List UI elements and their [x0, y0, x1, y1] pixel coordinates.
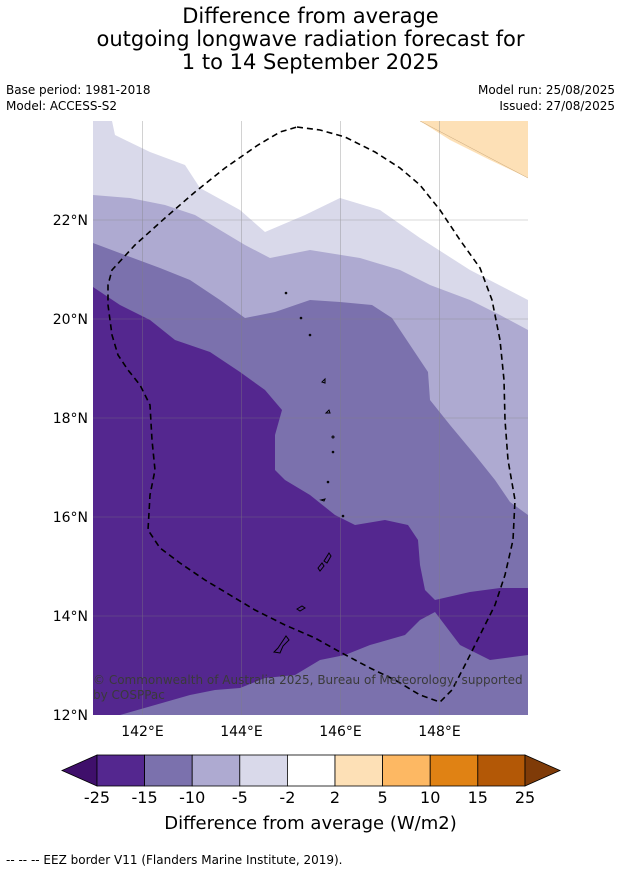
island-anatahan — [319, 498, 326, 502]
island-pagan — [321, 377, 326, 384]
colorbar-bin-2 — [144, 754, 193, 787]
title-line-2: outgoing longwave radiation forecast for — [96, 27, 525, 51]
base-period: Base period: 1981-2018 — [6, 83, 151, 97]
colorbar-tick-5: 2 — [330, 788, 340, 807]
lon-label-142: 142°E — [121, 724, 164, 740]
lat-label-12: 12°N — [53, 708, 88, 724]
longitude-axis: 142°E 144°E 146°E 148°E — [121, 724, 461, 740]
colorbar-bin-5 — [286, 754, 336, 787]
colorbar-extend-low — [61, 754, 98, 787]
chart-title: Difference from average outgoing longwav… — [0, 5, 621, 74]
lat-label-22: 22°N — [53, 213, 88, 229]
gridlines — [93, 121, 528, 715]
colorbar-bin-6 — [334, 754, 383, 787]
colorbar: -25 -15 -10 -5 -2 2 5 10 15 25 — [61, 754, 561, 807]
copyright-line-1: © Commonwealth of Australia 2025, Bureau… — [93, 673, 523, 687]
colorbar-bin-7 — [382, 754, 431, 787]
lon-label-148: 148°E — [418, 724, 461, 740]
colorbar-tick-7: 10 — [420, 788, 440, 807]
colorbar-tick-4: -2 — [279, 788, 295, 807]
colorbar-tick-3: -5 — [232, 788, 248, 807]
colorbar-bin-8 — [429, 754, 479, 787]
colorbar-tick-0: -25 — [84, 788, 110, 807]
band-minus-15 — [93, 287, 528, 715]
island-guam — [272, 635, 290, 654]
eez-footnote: -- -- -- EEZ border V11 (Flanders Marine… — [6, 853, 343, 867]
lat-label-16: 16°N — [53, 510, 88, 526]
island-saipan — [323, 552, 332, 564]
title-line-1: Difference from average — [182, 4, 439, 28]
colorbar-tick-6: 5 — [378, 788, 388, 807]
colorbar-extend-high — [524, 754, 561, 787]
colorbar-bin-1 — [96, 754, 145, 787]
colorbar-tick-2: -10 — [179, 788, 205, 807]
meta-right: Model run: 25/08/2025 Issued: 27/08/2025 — [478, 82, 615, 114]
colorbar-tick-8: 15 — [468, 788, 488, 807]
island-rota — [296, 605, 306, 612]
model-run: Model run: 25/08/2025 — [477, 83, 615, 97]
title-line-3: 1 to 14 September 2025 — [181, 50, 440, 74]
map-area: © Commonwealth of Australia 2025, Bureau… — [93, 121, 528, 715]
island-agrihan — [324, 409, 331, 414]
colorbar-units-label: Difference from average (W/m2) — [164, 813, 457, 834]
colorbar-bin-3 — [191, 754, 241, 787]
model-name: Model: ACCESS-S2 — [6, 99, 118, 113]
eez-border — [107, 126, 516, 703]
colorbar-tick-9: 25 — [515, 788, 535, 807]
latitude-axis: 22°N 20°N 18°N 16°N 14°N 12°N — [53, 213, 88, 724]
island-tinian — [317, 562, 325, 572]
lat-label-18: 18°N — [53, 411, 88, 427]
issued-date: Issued: 27/08/2025 — [499, 99, 615, 113]
lon-label-144: 144°E — [220, 724, 263, 740]
colorbar-bin-4 — [239, 754, 288, 787]
meta-left: Base period: 1981-2018 Model: ACCESS-S2 — [6, 82, 151, 114]
colorbar-bin-9 — [477, 754, 526, 787]
colorbar-tick-1: -15 — [132, 788, 158, 807]
islands — [272, 291, 345, 654]
lat-label-20: 20°N — [53, 312, 88, 328]
copyright-line-2: by COSPPac — [93, 688, 165, 702]
lon-label-146: 146°E — [319, 724, 362, 740]
lat-label-14: 14°N — [53, 609, 88, 625]
